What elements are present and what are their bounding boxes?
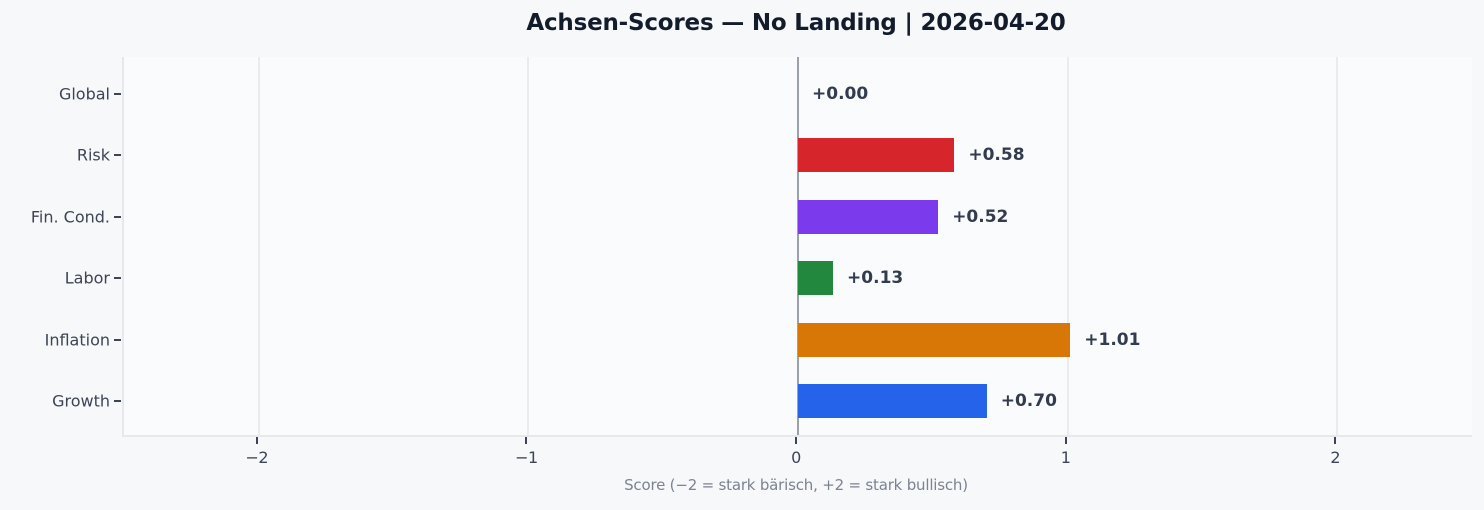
y-axis-label: Global <box>58 84 110 104</box>
x-tick-label: 1 <box>1060 448 1071 467</box>
bar-value-label: +0.70 <box>1000 391 1057 411</box>
x-tick-label: 2 <box>1330 448 1341 467</box>
y-axis-label: Inflation <box>44 330 110 350</box>
y-axis-label: Fin. Cond. <box>30 207 110 227</box>
x-tick <box>795 437 797 444</box>
y-tick <box>114 338 121 341</box>
x-tick <box>1334 437 1337 444</box>
x-tick <box>255 437 258 444</box>
bar-value-label: +0.13 <box>847 268 904 289</box>
y-tick <box>114 215 121 218</box>
bar <box>798 322 1071 357</box>
chart-title: Achsen-Scores — No Landing | 2026-04-20 <box>526 10 1066 36</box>
bar-value-label: +0.00 <box>812 84 869 104</box>
bar <box>798 384 987 418</box>
y-axis-label: Growth <box>52 391 110 411</box>
x-tick <box>525 437 528 444</box>
x-tick-label: −1 <box>515 448 538 467</box>
gridline <box>527 57 530 435</box>
y-axis-label: Risk <box>76 145 110 165</box>
bar <box>798 261 834 296</box>
gridline <box>1066 57 1069 435</box>
bar-value-label: +0.52 <box>952 206 1009 227</box>
y-tick <box>114 277 121 280</box>
x-axis-label: Score (−2 = stark bärisch, +2 = stark bu… <box>624 476 968 494</box>
y-tick <box>114 154 121 157</box>
bar-value-label: +0.58 <box>968 145 1025 166</box>
x-tick-label: 0 <box>791 448 801 467</box>
zero-line <box>797 57 799 435</box>
bar <box>798 199 939 234</box>
gridline <box>257 57 260 435</box>
y-tick <box>114 93 121 95</box>
y-tick <box>114 400 121 402</box>
y-axis-label: Labor <box>64 268 110 288</box>
bar <box>798 138 955 173</box>
bar-value-label: +1.01 <box>1084 329 1141 350</box>
gridline <box>1336 57 1339 435</box>
plot-area: +0.00 +0.58 +0.52 +0.13 +1.01 +0.70 <box>122 57 1472 437</box>
x-tick <box>1064 437 1067 444</box>
x-tick-label: −2 <box>245 448 269 467</box>
